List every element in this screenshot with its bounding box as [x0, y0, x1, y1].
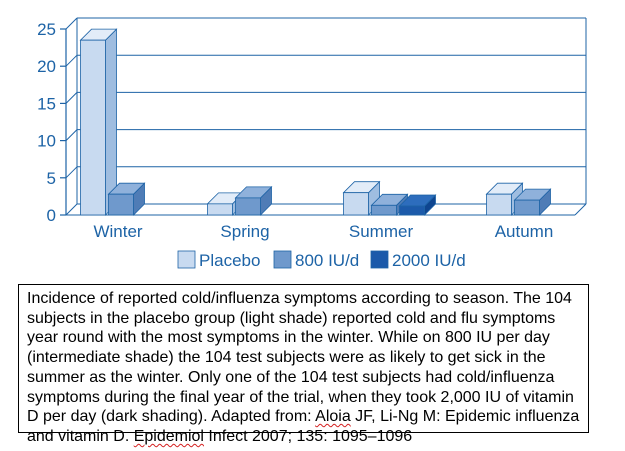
gridline-side: [65, 203, 78, 216]
bar-placebo-winter: [79, 28, 118, 216]
y-tick-label: 5: [47, 169, 56, 188]
legend-swatch: [177, 250, 196, 269]
bar-front: [235, 197, 261, 216]
gridline-side: [65, 129, 78, 141]
x-category-label: Autumn: [495, 222, 554, 241]
caption-journal: Epidemiol: [133, 427, 204, 445]
legend-item: 800 IU/d: [273, 250, 359, 270]
legend-swatch: [273, 250, 292, 269]
legend-swatch: [370, 250, 389, 269]
bar-800-iu-d-spring: [234, 185, 273, 216]
bar-chart: 0 5 10 15 20 25 Winter Spring Summer Autumn Plac…: [37, 17, 587, 270]
gridline-side: [65, 92, 78, 104]
gridline-side: [65, 54, 78, 67]
bar-800-iu-d-autumn: [513, 188, 552, 216]
x-category-label: Winter: [93, 222, 142, 241]
legend-label: 800 IU/d: [295, 251, 359, 270]
bar-front: [207, 203, 233, 216]
legend-item: 2000 IU/d: [370, 250, 466, 270]
bar-front: [514, 199, 540, 216]
figure-caption: Incidence of reported cold/influenza sym…: [18, 284, 589, 445]
chart-grid: [65, 17, 586, 216]
chart-bars: [79, 28, 552, 216]
bar-front: [371, 204, 397, 216]
legend-item: Placebo: [177, 250, 260, 270]
x-category-label: Summer: [349, 222, 414, 241]
caption-citation-end: Infect 2007; 135: 1095–1096: [203, 427, 413, 445]
bar-front: [80, 39, 106, 216]
caption-citation: JF, Li-Ng M: Epidemic influenza and vita…: [27, 408, 580, 445]
legend-label: 2000 IU/d: [392, 251, 466, 270]
floor-right-edge: [574, 203, 587, 216]
x-axis-categories: Winter Spring Summer Autumn: [93, 222, 553, 241]
bar-2000-iu-d-summer: [398, 194, 437, 216]
y-axis-ticks: 0 5 10 15 20 25: [37, 20, 66, 225]
y-tick-label: 25: [37, 20, 56, 39]
bar-side: [105, 28, 117, 216]
y-tick-label: 10: [37, 132, 56, 151]
y-tick-label: 15: [37, 94, 56, 113]
bar-front: [343, 192, 369, 216]
caption-text: Incidence of reported cold/influenza sym…: [27, 290, 574, 426]
bar-front: [108, 193, 134, 216]
gridline-side: [65, 17, 78, 30]
y-tick-label: 20: [37, 57, 56, 76]
bar-front: [486, 193, 512, 216]
bar-800-iu-d-winter: [107, 182, 146, 216]
legend-label: Placebo: [199, 251, 260, 270]
y-tick-label: 0: [47, 206, 56, 225]
chart-legend: Placebo 800 IU/d 2000 IU/d: [177, 250, 466, 270]
x-category-label: Spring: [220, 222, 269, 241]
caption-author: Aloia: [315, 408, 351, 426]
gridline-side: [65, 166, 78, 179]
bar-front: [399, 205, 425, 216]
